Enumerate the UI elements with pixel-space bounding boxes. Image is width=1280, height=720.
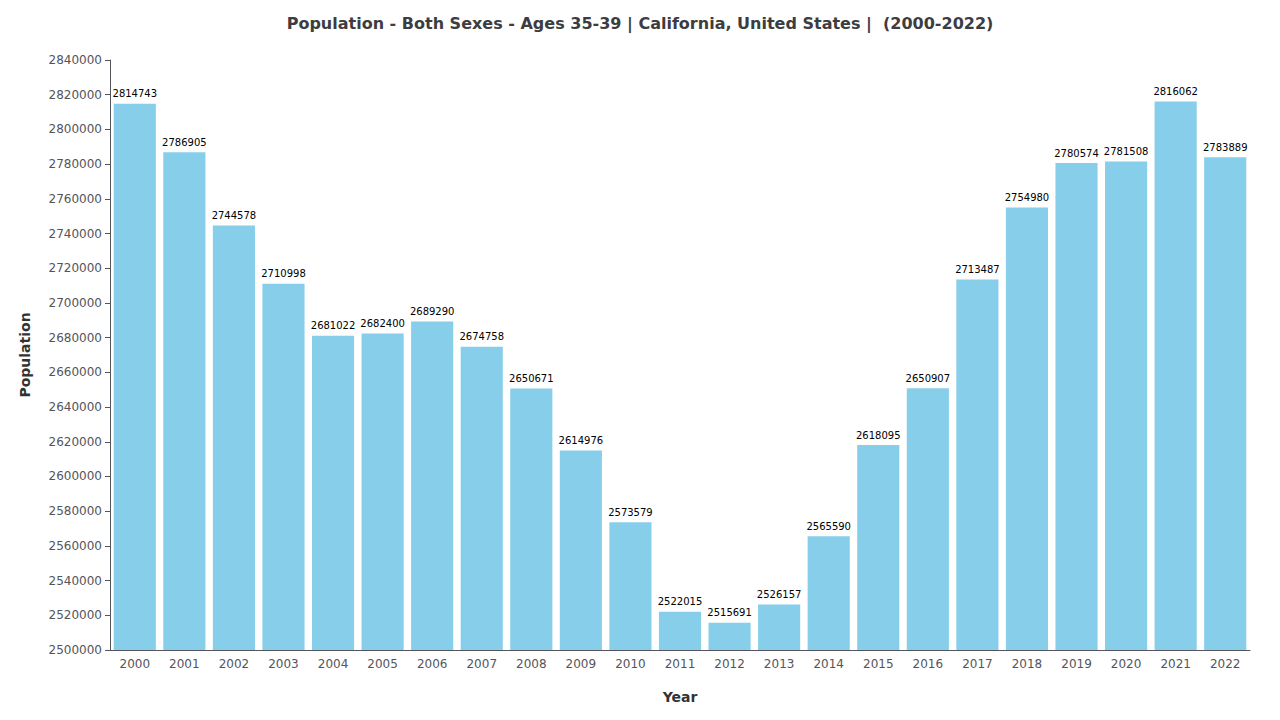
svg-text:2674758: 2674758 [459,331,504,342]
svg-text:2009: 2009 [566,657,597,671]
svg-text:2005: 2005 [367,657,398,671]
svg-text:2000: 2000 [120,657,151,671]
svg-text:2526157: 2526157 [757,589,802,600]
svg-text:2700000: 2700000 [49,296,102,310]
svg-text:2012: 2012 [714,657,745,671]
svg-text:2618095: 2618095 [856,430,901,441]
svg-text:2565590: 2565590 [806,521,851,532]
svg-text:2681022: 2681022 [311,320,356,331]
svg-text:2004: 2004 [318,657,349,671]
svg-text:2614976: 2614976 [559,435,604,446]
svg-text:2786905: 2786905 [162,137,207,148]
svg-text:2814743: 2814743 [113,88,158,99]
svg-text:Population - Both Sexes - Ages: Population - Both Sexes - Ages 35-39 | C… [287,14,994,34]
svg-text:2560000: 2560000 [49,539,102,553]
svg-text:2021: 2021 [1160,657,1191,671]
svg-text:Population: Population [17,312,33,397]
svg-text:2650907: 2650907 [906,373,951,384]
svg-text:2580000: 2580000 [49,504,102,518]
svg-text:2016: 2016 [913,657,944,671]
svg-text:2002: 2002 [219,657,250,671]
svg-text:2013: 2013 [764,657,795,671]
svg-text:2015: 2015 [863,657,894,671]
svg-text:2600000: 2600000 [49,469,102,483]
svg-text:2011: 2011 [665,657,696,671]
svg-text:2650671: 2650671 [509,373,554,384]
svg-text:2820000: 2820000 [49,88,102,102]
svg-text:2682400: 2682400 [360,318,405,329]
svg-text:2014: 2014 [813,657,844,671]
svg-text:2689290: 2689290 [410,306,455,317]
svg-text:2780000: 2780000 [49,157,102,171]
svg-text:2520000: 2520000 [49,608,102,622]
svg-text:2003: 2003 [268,657,299,671]
svg-text:2020: 2020 [1111,657,1142,671]
svg-text:2001: 2001 [169,657,200,671]
svg-text:2022: 2022 [1210,657,1241,671]
svg-text:2660000: 2660000 [49,365,102,379]
svg-text:2007: 2007 [466,657,497,671]
svg-text:2573579: 2573579 [608,507,653,518]
svg-text:2008: 2008 [516,657,547,671]
svg-text:2713487: 2713487 [955,264,1000,275]
svg-text:2780574: 2780574 [1054,148,1099,159]
svg-text:2720000: 2720000 [49,261,102,275]
svg-text:2006: 2006 [417,657,448,671]
svg-text:2800000: 2800000 [49,122,102,136]
svg-text:2816062: 2816062 [1153,86,1198,97]
svg-text:2744578: 2744578 [212,210,257,221]
svg-text:Year: Year [662,689,698,705]
svg-text:2740000: 2740000 [49,227,102,241]
svg-text:2840000: 2840000 [49,53,102,67]
svg-text:2783889: 2783889 [1203,142,1248,153]
svg-text:2018: 2018 [1012,657,1043,671]
svg-text:2540000: 2540000 [49,574,102,588]
svg-text:2710998: 2710998 [261,268,306,279]
svg-text:2010: 2010 [615,657,646,671]
svg-text:2680000: 2680000 [49,331,102,345]
svg-text:2754980: 2754980 [1005,192,1050,203]
svg-text:2017: 2017 [962,657,993,671]
svg-text:2515691: 2515691 [707,607,752,618]
svg-text:2640000: 2640000 [49,400,102,414]
svg-text:2019: 2019 [1061,657,1092,671]
svg-text:2781508: 2781508 [1104,146,1149,157]
svg-text:2760000: 2760000 [49,192,102,206]
svg-text:2620000: 2620000 [49,435,102,449]
svg-text:2522015: 2522015 [658,596,703,607]
svg-text:2500000: 2500000 [49,643,102,657]
